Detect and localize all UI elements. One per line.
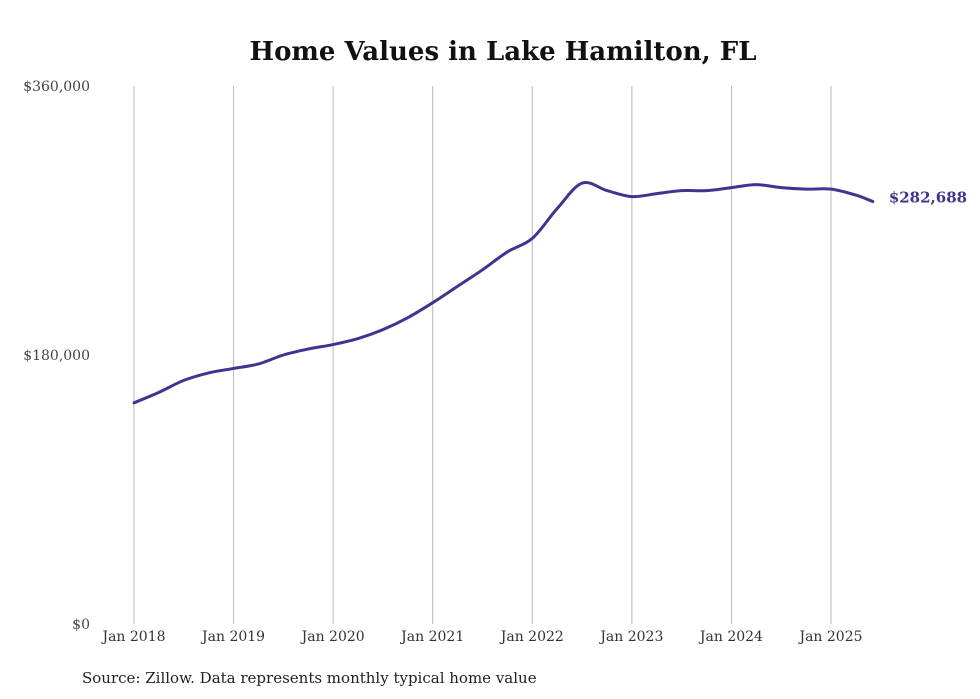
x-tick-label: Jan 2025 [797,629,862,645]
x-tick-label: Jan 2023 [598,629,663,645]
axes: Jan 2018 Jan 2019 Jan 2020 Jan 2021 Jan 2022… [23,79,862,645]
x-tick-label: Jan 2019 [200,629,265,645]
x-tick-label: Jan 2022 [499,629,564,645]
series-line-0 [132,181,875,405]
y-tick-label: $0 [72,617,90,633]
chart-title: Home Values in Lake Hamilton, FL [250,37,757,67]
x-tick-label: Jan 2018 [100,629,165,645]
source-note: Source: Zillow. Data represents monthly … [82,669,537,687]
end-value-label: $282,688 [889,189,967,207]
series-layer [132,181,875,405]
y-tick-label: $360,000 [23,79,90,95]
x-tick-label: Jan 2024 [698,629,763,645]
y-tick-label: $180,000 [23,348,90,364]
vertical-gridlines [133,86,832,624]
x-tick-label: Jan 2021 [399,629,464,645]
labels-layer: $282,688 [889,189,967,207]
x-tick-label: Jan 2020 [300,629,365,645]
